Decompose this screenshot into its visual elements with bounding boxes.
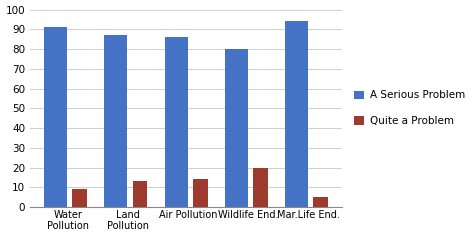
Bar bbox=[225, 49, 248, 207]
Bar bbox=[253, 168, 268, 207]
Bar bbox=[104, 35, 128, 207]
Bar bbox=[285, 21, 308, 207]
Bar bbox=[193, 179, 208, 207]
Bar bbox=[73, 189, 87, 207]
Legend: A Serious Problem, Quite a Problem: A Serious Problem, Quite a Problem bbox=[351, 87, 468, 129]
Bar bbox=[133, 181, 147, 207]
Bar bbox=[313, 197, 328, 207]
Bar bbox=[165, 37, 188, 207]
Bar bbox=[44, 27, 67, 207]
